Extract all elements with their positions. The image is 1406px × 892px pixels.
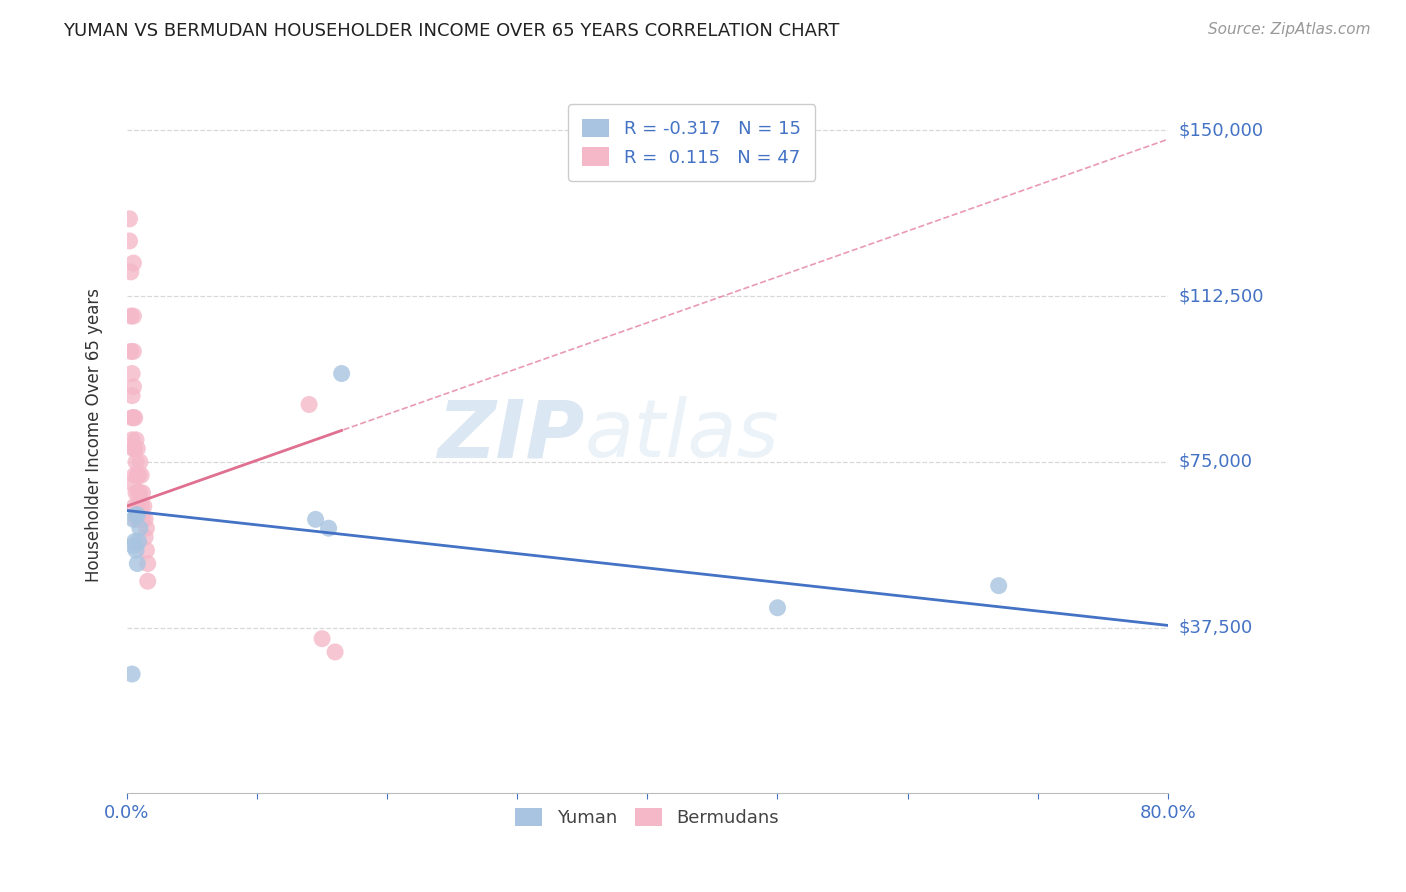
Point bbox=[125, 512, 148, 526]
Point bbox=[128, 508, 150, 522]
Point bbox=[121, 433, 143, 447]
Point bbox=[122, 344, 145, 359]
Point bbox=[120, 309, 142, 323]
Point bbox=[318, 521, 340, 535]
Point bbox=[122, 512, 145, 526]
Text: YUMAN VS BERMUDAN HOUSEHOLDER INCOME OVER 65 YEARS CORRELATION CHART: YUMAN VS BERMUDAN HOUSEHOLDER INCOME OVE… bbox=[63, 22, 839, 40]
Point bbox=[121, 389, 143, 403]
Point bbox=[330, 367, 353, 381]
Text: $75,000: $75,000 bbox=[1180, 453, 1253, 471]
Point bbox=[135, 521, 157, 535]
Point bbox=[128, 486, 150, 500]
Point bbox=[125, 486, 148, 500]
Point bbox=[124, 442, 146, 456]
Point bbox=[124, 534, 146, 549]
Point bbox=[118, 234, 141, 248]
Point bbox=[125, 433, 148, 447]
Legend: Yuman, Bermudans: Yuman, Bermudans bbox=[508, 801, 786, 834]
Text: ZIP: ZIP bbox=[437, 396, 585, 475]
Point bbox=[129, 486, 152, 500]
Point bbox=[125, 543, 148, 558]
Point bbox=[127, 468, 149, 483]
Point bbox=[129, 512, 152, 526]
Text: $112,500: $112,500 bbox=[1180, 287, 1264, 305]
Point bbox=[121, 410, 143, 425]
Point bbox=[120, 344, 142, 359]
Point bbox=[298, 397, 321, 411]
Point bbox=[124, 499, 146, 513]
Point bbox=[122, 477, 145, 491]
Point bbox=[124, 468, 146, 483]
Point bbox=[125, 455, 148, 469]
Point bbox=[121, 667, 143, 681]
Point bbox=[127, 442, 149, 456]
Point bbox=[122, 309, 145, 323]
Point bbox=[766, 600, 789, 615]
Point bbox=[131, 486, 153, 500]
Point bbox=[129, 521, 152, 535]
Point bbox=[134, 512, 156, 526]
Point bbox=[122, 410, 145, 425]
Text: Source: ZipAtlas.com: Source: ZipAtlas.com bbox=[1208, 22, 1371, 37]
Text: $37,500: $37,500 bbox=[1180, 619, 1253, 637]
Point bbox=[120, 265, 142, 279]
Point bbox=[125, 508, 148, 522]
Point bbox=[129, 499, 152, 513]
Point bbox=[128, 468, 150, 483]
Point bbox=[129, 468, 152, 483]
Point bbox=[129, 455, 152, 469]
Point bbox=[124, 410, 146, 425]
Point bbox=[323, 645, 346, 659]
Point bbox=[118, 211, 141, 226]
Point bbox=[134, 530, 156, 544]
Point bbox=[132, 499, 155, 513]
Point bbox=[311, 632, 333, 646]
Point bbox=[987, 579, 1010, 593]
Point bbox=[136, 557, 159, 571]
Point bbox=[127, 508, 149, 522]
Point bbox=[131, 512, 153, 526]
Text: $150,000: $150,000 bbox=[1180, 121, 1264, 139]
Point bbox=[128, 534, 150, 549]
Point bbox=[122, 539, 145, 553]
Point bbox=[122, 256, 145, 270]
Point bbox=[135, 543, 157, 558]
Point bbox=[122, 442, 145, 456]
Point bbox=[121, 367, 143, 381]
Point bbox=[304, 512, 326, 526]
Point bbox=[122, 380, 145, 394]
Text: atlas: atlas bbox=[585, 396, 780, 475]
Point bbox=[127, 557, 149, 571]
Point bbox=[136, 574, 159, 589]
Point bbox=[127, 499, 149, 513]
Y-axis label: Householder Income Over 65 years: Householder Income Over 65 years bbox=[86, 288, 103, 582]
